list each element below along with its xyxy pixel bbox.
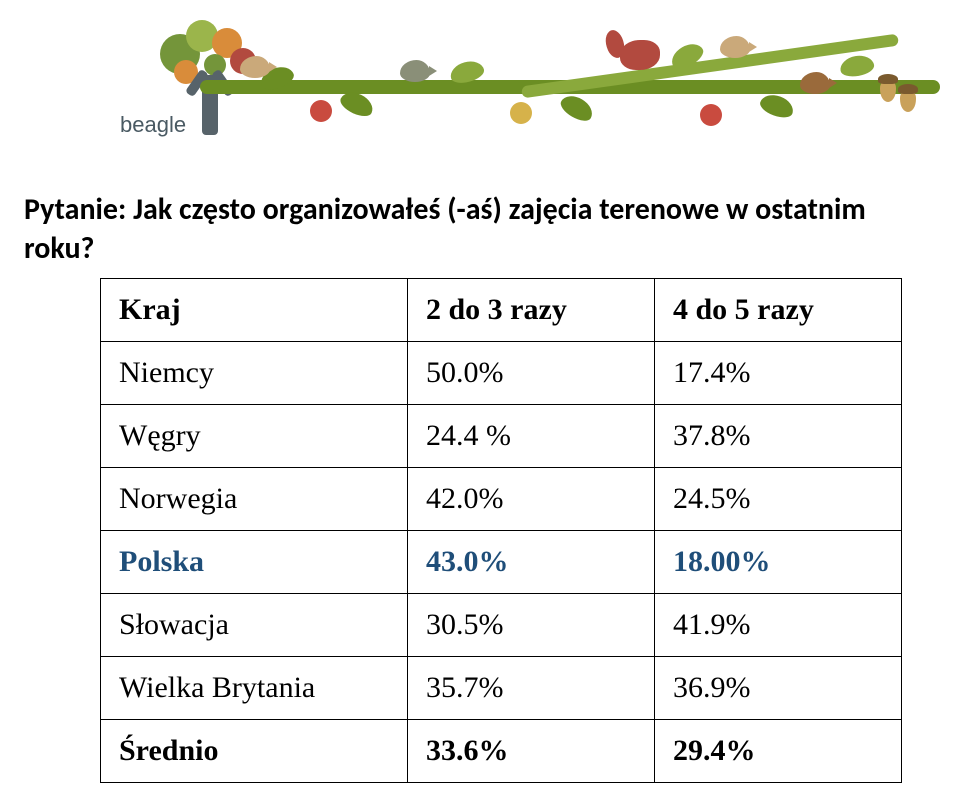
bird-icon bbox=[720, 36, 750, 58]
apple-icon bbox=[310, 100, 332, 122]
cell-b: 18.00% bbox=[655, 531, 902, 594]
apple-icon bbox=[700, 104, 722, 126]
cell-country: Polska bbox=[101, 531, 408, 594]
header-banner: beagle bbox=[0, 0, 960, 160]
cell-country: Średnio bbox=[101, 720, 408, 783]
table-header-row: Kraj 2 do 3 razy 4 do 5 razy bbox=[101, 279, 902, 342]
table-row: Polska 43.0% 18.00% bbox=[101, 531, 902, 594]
col-header-country: Kraj bbox=[101, 279, 408, 342]
cell-a: 42.0% bbox=[408, 468, 655, 531]
cell-b: 24.5% bbox=[655, 468, 902, 531]
table-row: Węgry 24.4 % 37.8% bbox=[101, 405, 902, 468]
cell-country: Słowacja bbox=[101, 594, 408, 657]
apple-icon bbox=[510, 102, 532, 124]
results-table: Kraj 2 do 3 razy 4 do 5 razy Niemcy 50.0… bbox=[100, 278, 902, 783]
acorn-icon bbox=[880, 80, 896, 102]
acorn-icon bbox=[900, 90, 916, 112]
cell-a: 24.4 % bbox=[408, 405, 655, 468]
table-row: Słowacja 30.5% 41.9% bbox=[101, 594, 902, 657]
table-row: Niemcy 50.0% 17.4% bbox=[101, 342, 902, 405]
col-header-b: 4 do 5 razy bbox=[655, 279, 902, 342]
col-header-a: 2 do 3 razy bbox=[408, 279, 655, 342]
cell-a: 33.6% bbox=[408, 720, 655, 783]
cell-b: 17.4% bbox=[655, 342, 902, 405]
logo-text: beagle bbox=[120, 112, 186, 138]
table-row: Norwegia 42.0% 24.5% bbox=[101, 468, 902, 531]
question-heading: Pytanie: Jak często organizowałeś (-aś) … bbox=[24, 190, 936, 268]
bird-icon bbox=[800, 72, 830, 94]
cell-b: 41.9% bbox=[655, 594, 902, 657]
cell-b: 36.9% bbox=[655, 657, 902, 720]
squirrel-icon bbox=[620, 40, 660, 70]
cell-country: Niemcy bbox=[101, 342, 408, 405]
cell-b: 37.8% bbox=[655, 405, 902, 468]
table-row: Wielka Brytania 35.7% 36.9% bbox=[101, 657, 902, 720]
branch-illustration bbox=[200, 50, 940, 130]
cell-b: 29.4% bbox=[655, 720, 902, 783]
cell-country: Norwegia bbox=[101, 468, 408, 531]
cell-country: Wielka Brytania bbox=[101, 657, 408, 720]
bird-icon bbox=[240, 56, 270, 78]
cell-a: 35.7% bbox=[408, 657, 655, 720]
question-line-1: Pytanie: Jak często organizowałeś (-aś) … bbox=[24, 191, 866, 228]
cell-a: 50.0% bbox=[408, 342, 655, 405]
question-line-2: roku? bbox=[24, 230, 94, 267]
bird-icon bbox=[400, 60, 430, 82]
cell-a: 43.0% bbox=[408, 531, 655, 594]
table-row: Średnio 33.6% 29.4% bbox=[101, 720, 902, 783]
cell-country: Węgry bbox=[101, 405, 408, 468]
cell-a: 30.5% bbox=[408, 594, 655, 657]
